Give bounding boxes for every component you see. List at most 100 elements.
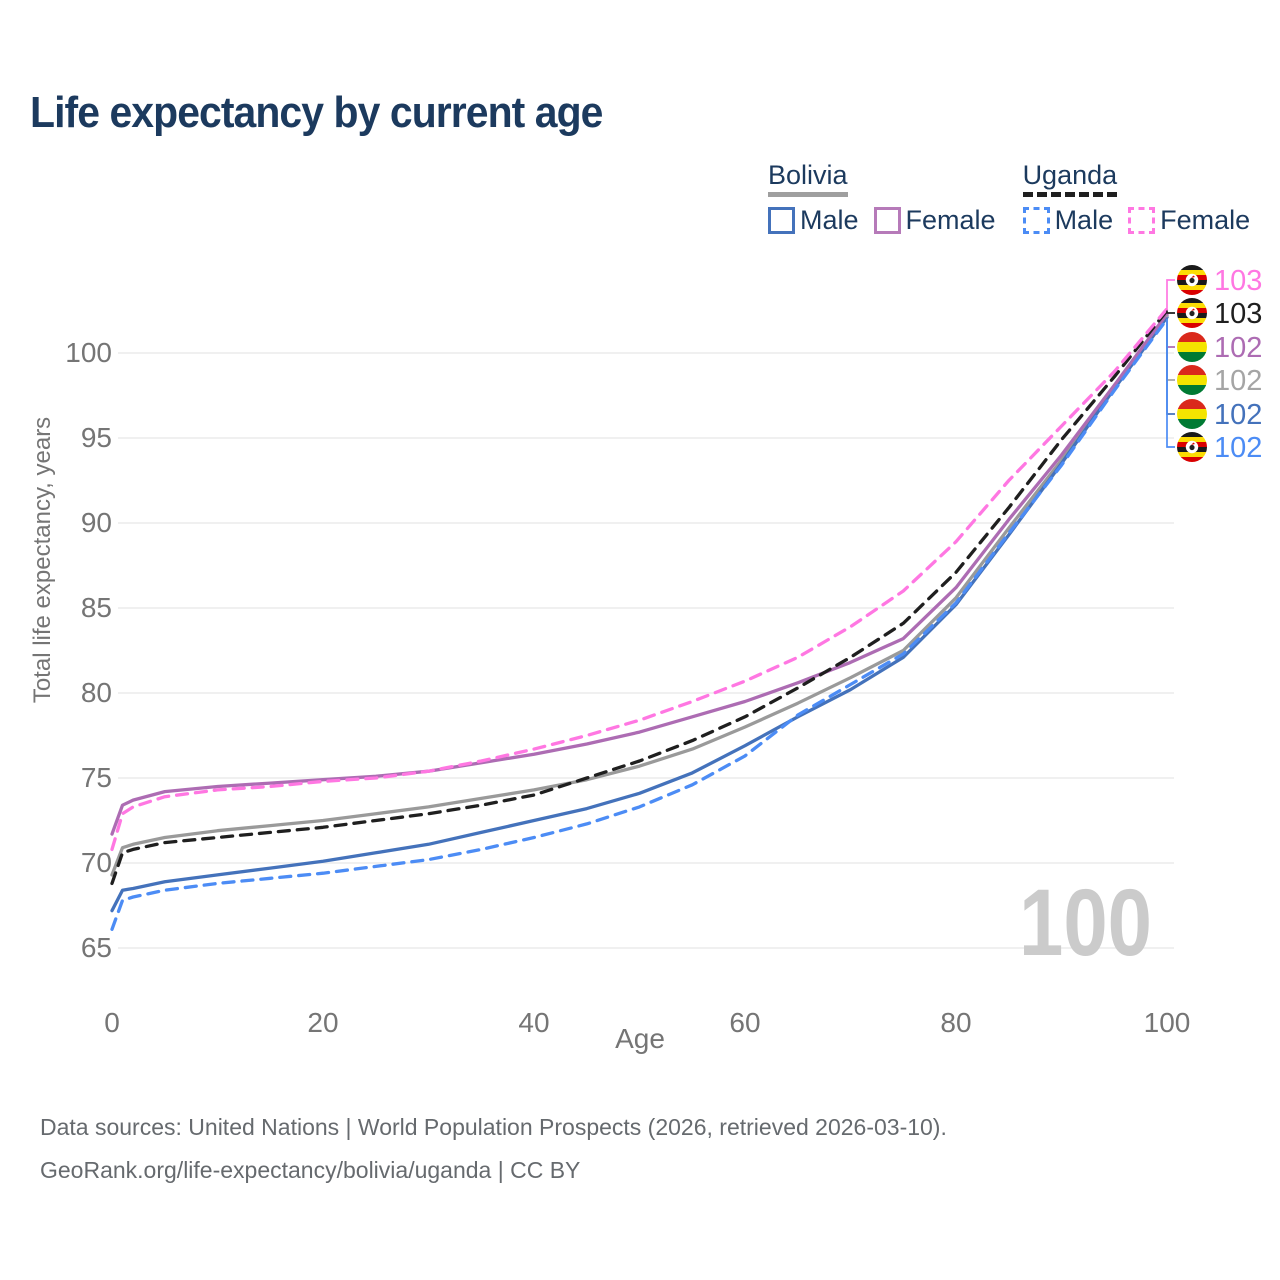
flag-stripe	[1177, 365, 1207, 375]
flag-stripe	[1177, 290, 1207, 295]
legend-item-bolivia-male[interactable]: Male	[768, 205, 859, 236]
y-axis-title: Total life expectancy, years	[29, 417, 56, 703]
end-label-connector	[1166, 310, 1175, 314]
y-tick-label: 70	[81, 847, 112, 878]
line-uganda-total	[110, 308, 1169, 886]
flag-stripe	[1177, 385, 1207, 395]
legend-country-bolivia[interactable]: Bolivia	[768, 160, 848, 197]
legend-row-uganda: Male Female	[1022, 205, 1250, 236]
crane-icon	[1189, 277, 1195, 284]
end-label-value: 102	[1214, 332, 1262, 364]
legend-label-bolivia-female: Female	[905, 205, 996, 235]
flag-stripe	[1177, 419, 1207, 429]
y-tick-label: 75	[81, 762, 112, 793]
flag-stripe	[1177, 332, 1207, 342]
uganda-flag-icon	[1177, 298, 1207, 328]
uganda-male-swatch-icon	[1022, 207, 1050, 234]
flag-stripe	[1177, 352, 1207, 362]
bolivia-flag-icon	[1177, 365, 1207, 395]
x-tick-label: 20	[307, 1007, 338, 1038]
end-label-value: 102	[1214, 432, 1262, 464]
flag-stripe	[1177, 298, 1207, 303]
bolivia-flag-icon	[1177, 332, 1207, 362]
flag-stripe	[1177, 432, 1207, 437]
x-tick-label: 100	[1144, 1007, 1191, 1038]
x-axis-tick-labels: 0 20 40 60 80 100	[104, 1007, 1190, 1038]
y-axis-tick-labels: 65 70 75 80 85 90 95 100	[65, 337, 112, 963]
line-uganda-male	[110, 317, 1169, 931]
legend-group-uganda: Uganda Male Female	[1022, 160, 1250, 236]
legend-label-uganda-female: Female	[1160, 205, 1251, 235]
bolivia-flag-icon	[1177, 399, 1207, 429]
flag-stripe	[1177, 342, 1207, 352]
legend-country-uganda[interactable]: Uganda	[1022, 160, 1118, 197]
crane-icon	[1189, 444, 1195, 451]
legend-group-bolivia: Bolivia Male Female	[768, 160, 996, 236]
flag-stripe	[1177, 323, 1207, 328]
x-tick-label: 80	[940, 1007, 971, 1038]
end-label-connector	[1166, 313, 1175, 348]
end-label-connector	[1166, 279, 1175, 309]
legend-item-bolivia-female[interactable]: Female	[873, 205, 996, 236]
x-axis-title: Age	[615, 1023, 665, 1054]
uganda-female-swatch-icon	[1128, 207, 1156, 234]
end-label-value: 102	[1214, 365, 1262, 397]
legend-label-uganda-male: Male	[1054, 205, 1114, 235]
crane-crest	[1191, 442, 1195, 445]
uganda-flag-icon	[1177, 298, 1207, 328]
flag-stripe	[1177, 270, 1207, 275]
legend-row-bolivia: Male Female	[768, 205, 996, 236]
crane-icon	[1189, 310, 1195, 317]
bolivia-flag-icon	[1177, 399, 1207, 429]
flag-stripe	[1177, 452, 1207, 457]
y-tick-label: 90	[81, 507, 112, 538]
crane-crest	[1191, 275, 1195, 278]
end-label-value: 103	[1214, 265, 1262, 297]
series-lines	[110, 307, 1169, 931]
flag-stripe	[1177, 285, 1207, 290]
legend-label-bolivia-male: Male	[800, 205, 859, 235]
flag-stripe	[1177, 437, 1207, 442]
flag-stripe	[1177, 318, 1207, 323]
end-label-connector	[1166, 319, 1175, 448]
end-label-connector	[1166, 317, 1175, 415]
line-uganda-female	[110, 307, 1169, 852]
end-label-value: 103	[1214, 298, 1262, 330]
y-tick-label: 80	[81, 677, 112, 708]
line-bolivia-total	[110, 313, 1169, 877]
y-tick-label: 100	[65, 337, 112, 368]
flag-stripe	[1177, 409, 1207, 419]
flag-stripe	[1177, 265, 1207, 270]
y-tick-label: 65	[81, 932, 112, 963]
bolivia-flag-icon	[1177, 332, 1207, 362]
footer-line-url: GeoRank.org/life-expectancy/bolivia/ugan…	[40, 1157, 581, 1183]
line-bolivia-female	[110, 312, 1169, 836]
flag-stripe	[1177, 399, 1207, 409]
flag-stripe	[1177, 457, 1207, 462]
footer-line-sources: Data sources: United Nations | World Pop…	[40, 1114, 947, 1140]
uganda-flag-icon	[1177, 432, 1207, 462]
age-counter-watermark: 100	[1019, 870, 1152, 976]
data-source-footer: Data sources: United Nations | World Pop…	[40, 1106, 947, 1192]
uganda-flag-icon	[1177, 432, 1207, 462]
crane-crest	[1191, 308, 1195, 311]
flag-stripe	[1177, 375, 1207, 385]
legend-item-uganda-male[interactable]: Male	[1022, 205, 1114, 236]
page-title: Life expectancy by current age	[30, 88, 603, 137]
x-tick-label: 0	[104, 1007, 120, 1038]
gridlines	[118, 352, 1174, 949]
chart-legend: Bolivia Male Female Uganda Male	[768, 160, 1250, 236]
bolivia-male-swatch-icon	[768, 207, 795, 234]
y-tick-label: 85	[81, 592, 112, 623]
uganda-flag-icon	[1177, 265, 1207, 295]
y-tick-label: 95	[81, 422, 112, 453]
bolivia-female-swatch-icon	[873, 207, 901, 234]
line-bolivia-male	[110, 315, 1169, 913]
legend-item-uganda-female[interactable]: Female	[1128, 205, 1250, 236]
x-tick-label: 40	[518, 1007, 549, 1038]
bolivia-flag-icon	[1177, 365, 1207, 395]
flag-stripe	[1177, 303, 1207, 308]
